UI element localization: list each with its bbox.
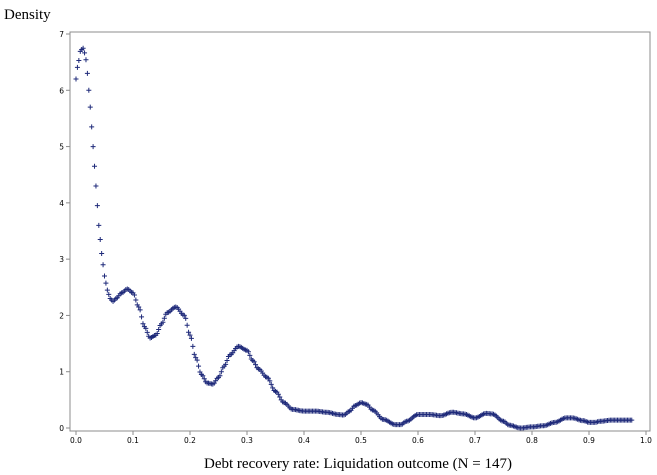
density-point: [80, 45, 86, 51]
density-point: [224, 357, 230, 363]
density-point: [194, 357, 200, 363]
density-point: [191, 351, 197, 357]
y-tick-label: 2: [59, 311, 64, 320]
density-point: [103, 280, 109, 286]
density-point: [265, 375, 271, 381]
density-point: [196, 363, 202, 369]
density-point: [106, 291, 112, 297]
density-point: [187, 332, 193, 338]
density-point: [629, 417, 635, 423]
density-point: [183, 315, 189, 321]
density-point: [270, 385, 276, 391]
density-point: [201, 376, 207, 382]
x-tick-label: 0.6: [412, 436, 424, 445]
x-tick-label: 0.9: [583, 436, 595, 445]
density-point: [245, 349, 251, 355]
plot-frame: [69, 31, 651, 432]
density-point: [223, 361, 229, 367]
density-point: [268, 381, 274, 387]
y-tick-label: 4: [59, 199, 64, 208]
y-tick-label: 6: [59, 86, 64, 95]
density-point: [200, 373, 206, 379]
density-point: [74, 64, 80, 70]
density-point: [76, 57, 82, 63]
density-point: [133, 297, 139, 303]
density-point: [131, 292, 137, 298]
x-tick-label: 0.7: [469, 436, 481, 445]
density-point: [102, 273, 107, 279]
density-point: [181, 312, 187, 318]
density-point: [144, 329, 150, 335]
density-point: [161, 315, 167, 321]
density-point: [154, 330, 160, 336]
density-point: [247, 352, 253, 358]
x-tick-label: 0.1: [127, 436, 139, 445]
density-point: [100, 262, 106, 268]
x-tick-label: 0.4: [298, 436, 310, 445]
x-axis: 0.0 0.1 0.2 0.3 0.4 0.5 0.6 0.7 0.8 0.9 1.0: [70, 431, 652, 445]
density-point: [186, 329, 192, 335]
density-point: [92, 163, 98, 169]
x-tick-label: 0.3: [241, 436, 253, 445]
x-tick-label: 1.0: [640, 436, 652, 445]
density-point: [137, 307, 143, 313]
x-tick-label: 0.8: [526, 436, 538, 445]
x-axis-label: Debt recovery rate: Liquidation outcome …: [204, 456, 512, 472]
density-point: [160, 319, 166, 325]
density-point: [143, 325, 149, 331]
density-point: [218, 369, 224, 375]
density-point: [83, 57, 89, 63]
density-point: [190, 343, 196, 349]
density-point: [275, 391, 281, 397]
x-tick-label: 0.5: [355, 436, 367, 445]
density-point: [139, 314, 145, 320]
y-tick-label: 5: [59, 143, 64, 152]
density-point: [140, 321, 146, 327]
y-tick-label: 1: [59, 368, 64, 377]
y-tick-label: 0: [59, 424, 64, 433]
density-point: [277, 394, 283, 400]
density-point: [96, 222, 102, 228]
density-point: [136, 304, 142, 310]
density-point: [156, 327, 162, 332]
y-axis-label: Density: [4, 7, 51, 23]
density-point: [251, 359, 257, 365]
density-point: [82, 50, 88, 56]
data-markers: [73, 45, 635, 431]
density-point: [84, 70, 90, 76]
x-tick-label: 0.2: [184, 436, 196, 445]
density-point: [99, 251, 105, 257]
density-point: [184, 322, 190, 328]
density-point: [267, 378, 273, 384]
density-point: [73, 76, 79, 82]
y-axis: 0 1 2 3 4 5 6 7: [59, 30, 70, 433]
x-tick-label: 0.0: [70, 436, 82, 445]
y-tick-label: 7: [59, 30, 64, 39]
density-point: [93, 183, 99, 189]
density-point: [89, 124, 95, 130]
density-point: [188, 335, 194, 341]
density-point: [90, 144, 96, 150]
density-point: [253, 362, 259, 368]
density-point: [94, 203, 100, 209]
density-point: [87, 104, 93, 110]
density-point: [86, 87, 92, 93]
y-tick-label: 3: [59, 255, 64, 264]
density-point: [217, 373, 223, 379]
density-point: [97, 236, 103, 242]
density-point: [104, 287, 110, 293]
